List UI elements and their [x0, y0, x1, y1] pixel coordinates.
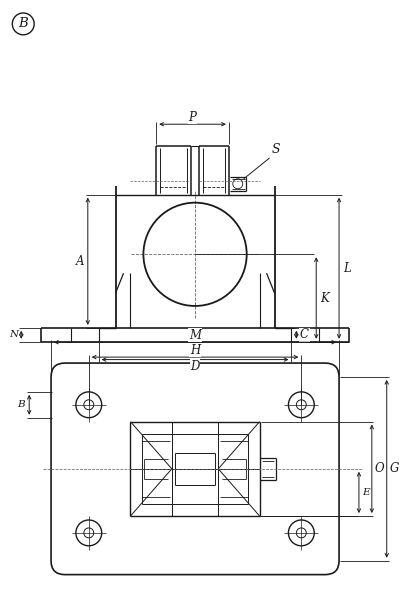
Text: G: G: [389, 463, 399, 475]
Text: S: S: [271, 143, 279, 156]
Text: E: E: [361, 488, 369, 497]
Text: H: H: [190, 344, 200, 356]
Text: O: O: [374, 463, 384, 475]
Text: A: A: [75, 255, 84, 268]
Text: C: C: [299, 328, 308, 341]
Text: K: K: [319, 292, 328, 305]
Text: D: D: [190, 360, 199, 373]
Text: P: P: [188, 111, 196, 124]
Text: B: B: [18, 17, 28, 31]
Text: L: L: [342, 262, 350, 275]
Text: B: B: [17, 400, 25, 409]
Text: N: N: [9, 330, 18, 339]
Text: M: M: [189, 329, 200, 342]
